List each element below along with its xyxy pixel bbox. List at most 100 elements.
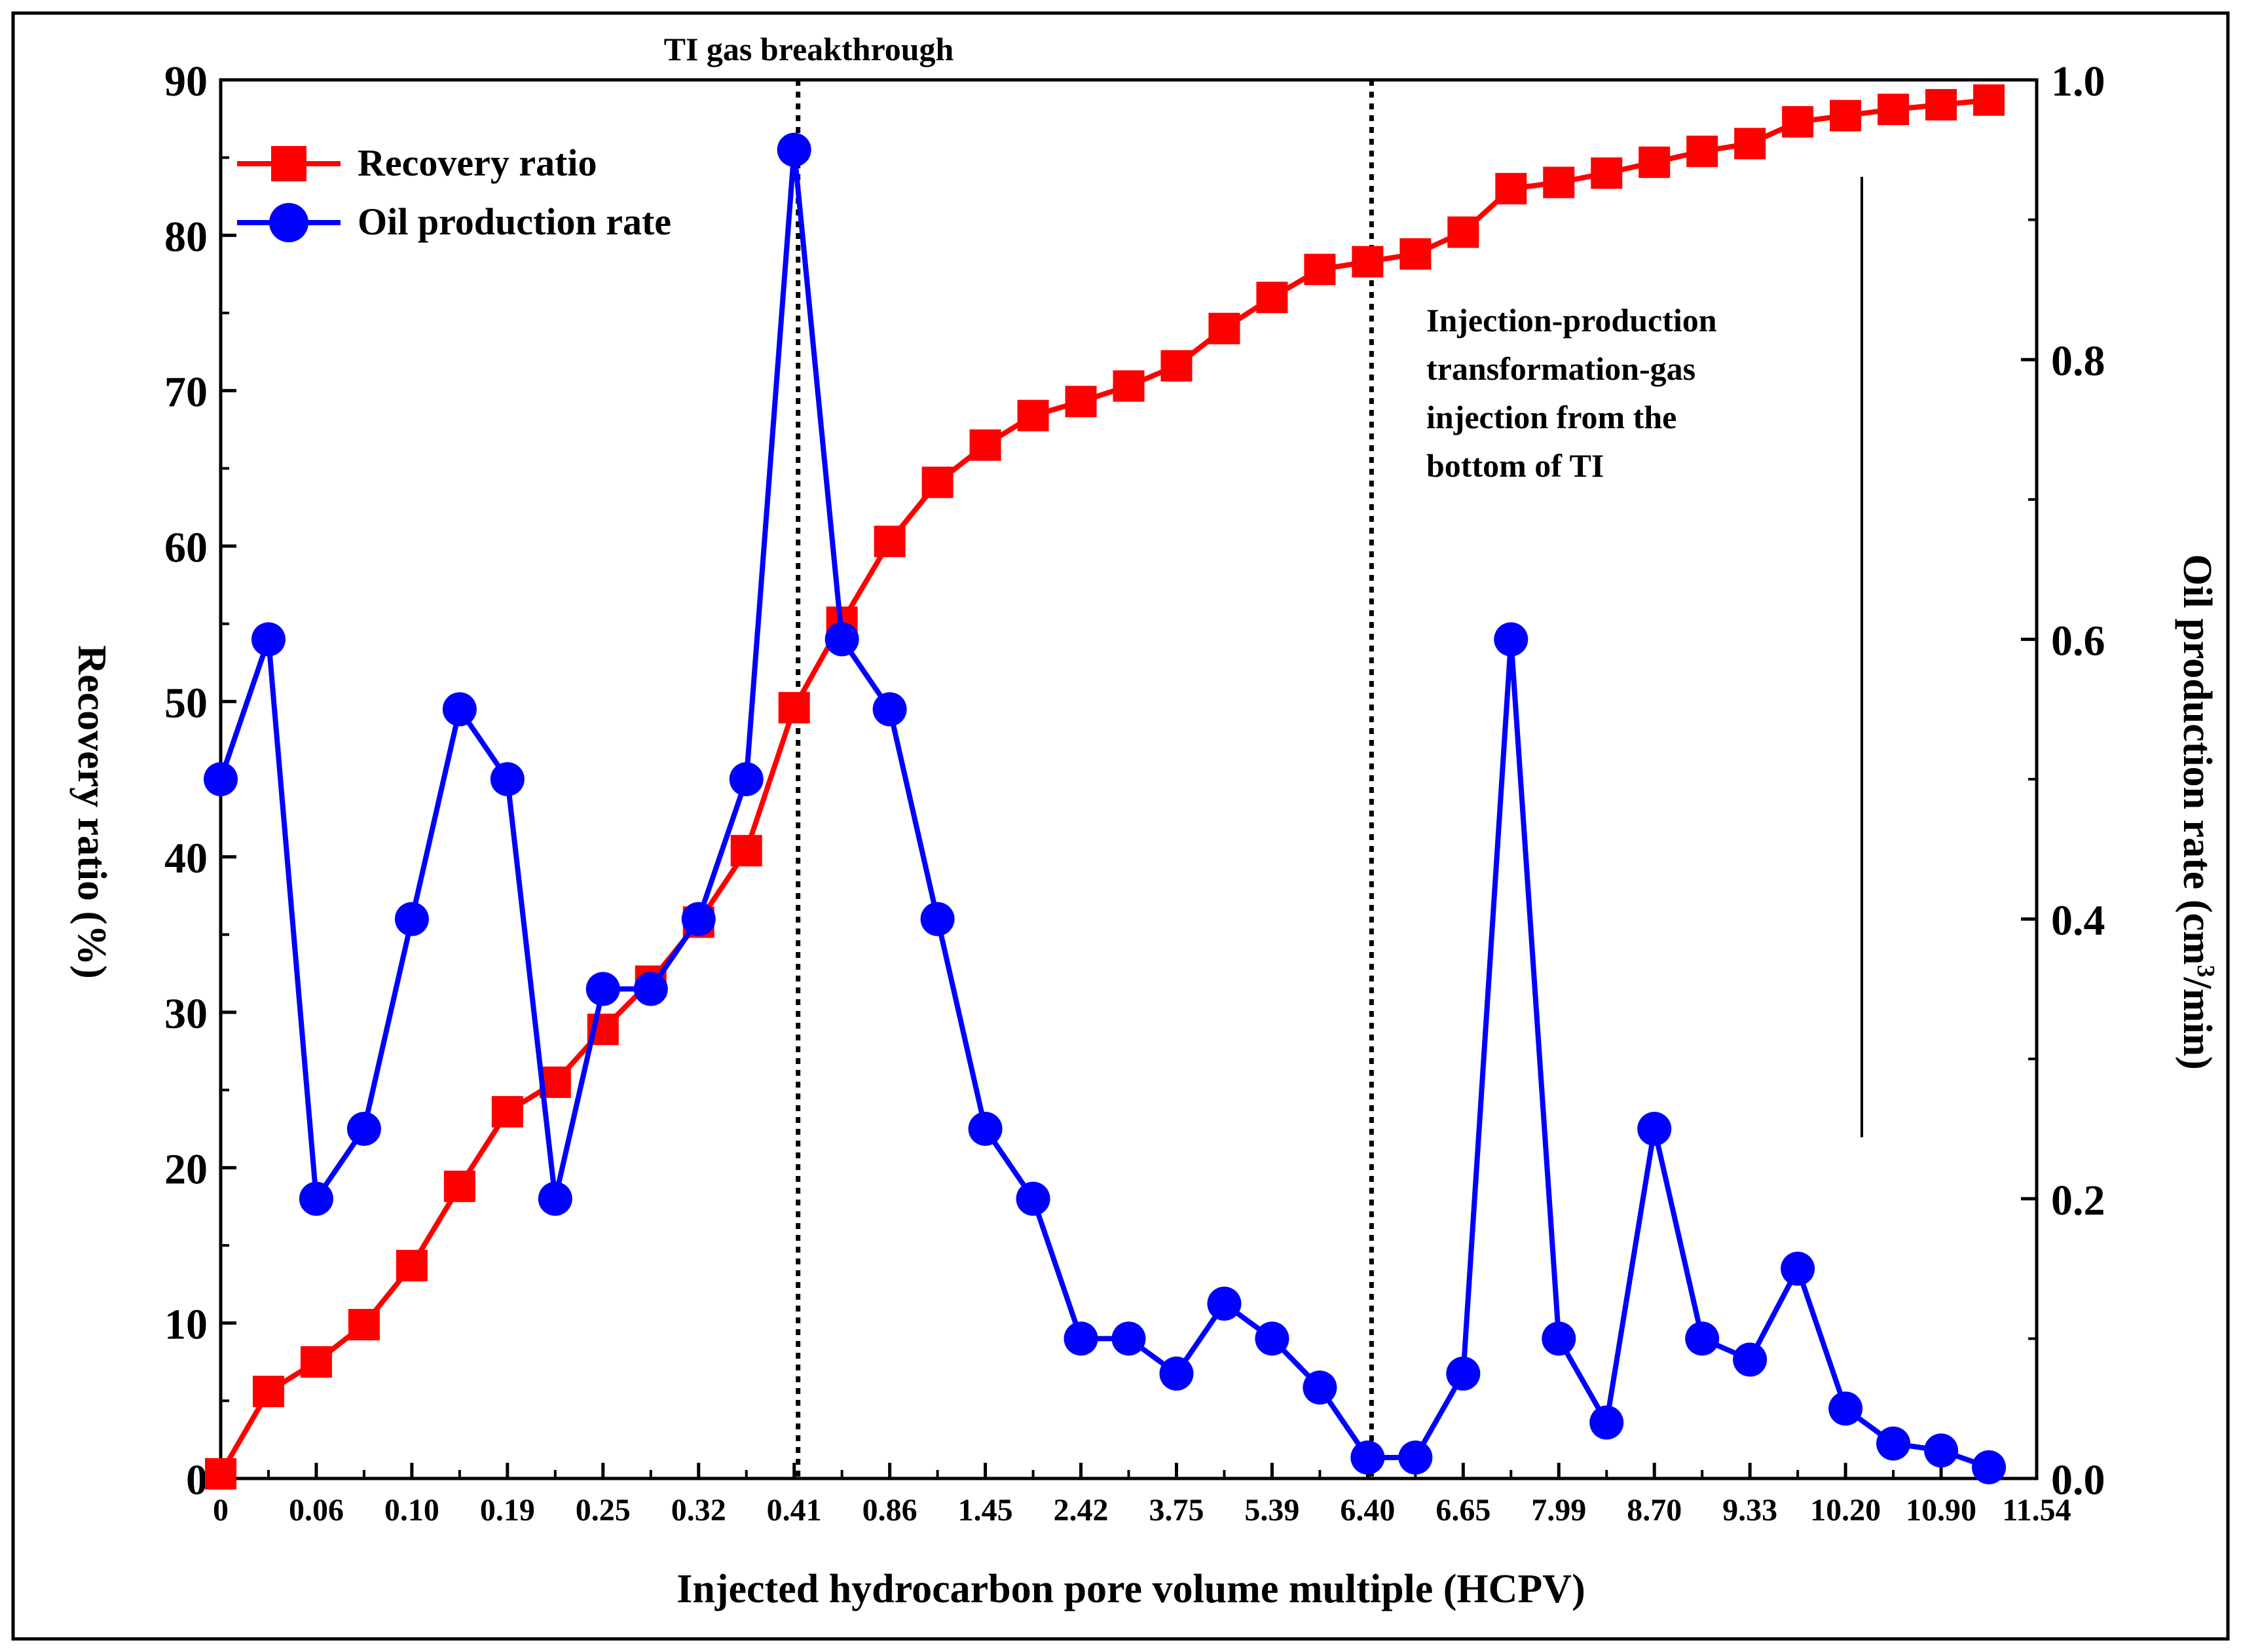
series-blue-point (442, 692, 477, 727)
x-tick-label: 1.45 (958, 1493, 1013, 1528)
y-left-tick-label: 10 (164, 1301, 208, 1349)
series-blue-point (681, 902, 716, 936)
x-tick-label: 0.32 (671, 1493, 726, 1528)
series-blue-point (1494, 622, 1528, 657)
y-left-tick-label: 0 (186, 1456, 208, 1504)
legend-label-oil-production-rate: Oil production rate (358, 200, 671, 243)
series-red-point (874, 525, 906, 557)
y-left-tick-label: 20 (164, 1145, 208, 1193)
x-tick-label: 0.41 (767, 1493, 822, 1528)
y-axis-left-title: Recovery ratio (%) (69, 645, 114, 979)
y-left-tick-label: 40 (164, 835, 208, 883)
x-tick-label: 6.40 (1340, 1493, 1395, 1528)
x-tick-label: 8.70 (1627, 1493, 1682, 1528)
series-blue-line (218, 147, 1990, 1470)
series-blue-point (1446, 1356, 1481, 1391)
series-blue-point (1924, 1433, 1959, 1468)
x-tick-label: 11.54 (2002, 1493, 2071, 1528)
series-red-point (1973, 84, 2005, 116)
series-blue-point (1733, 1342, 1768, 1377)
series-blue-point (1589, 1405, 1624, 1440)
x-tick-label: 0.06 (289, 1493, 344, 1528)
x-tick-label: 0.19 (480, 1493, 535, 1528)
series-blue-point (346, 1112, 381, 1146)
series-blue-point (777, 132, 811, 167)
series-blue-point (1828, 1391, 1863, 1426)
series-blue-point (394, 902, 429, 936)
x-tick-label: 0.25 (576, 1493, 631, 1528)
series-red-point (921, 466, 954, 498)
y-right-title-sup: 3 (2192, 965, 2219, 978)
series-blue-point (1637, 1112, 1672, 1146)
x-tick-label: 0.10 (384, 1493, 439, 1528)
series-blue-point (1207, 1287, 1242, 1321)
y-right-tick-label: 1.0 (2051, 58, 2105, 105)
x-axis-title: Injected hydrocarbon pore volume multipl… (676, 1567, 1585, 1611)
x-tick-label: 3.75 (1149, 1493, 1204, 1528)
y-right-tick-label: 0.4 (2051, 897, 2105, 945)
series-red-point (300, 1346, 332, 1378)
legend-marker-recovery-ratio (271, 146, 306, 181)
y-left-tick-label: 70 (164, 369, 208, 416)
outer-frame (11, 11, 2230, 1641)
series-red-point (1734, 128, 1766, 160)
series-blue-point (585, 972, 620, 1006)
x-tick-label: 9.33 (1722, 1493, 1777, 1528)
series-red-point (348, 1309, 380, 1341)
y-right-tick-label: 0.2 (2051, 1177, 2105, 1224)
series-blue-point (538, 1181, 572, 1216)
legend-marker-oil-production-rate (269, 203, 308, 242)
y-axis-right-title: Oil production rate (cm3/min) (2175, 554, 2219, 1070)
series-blue-point (1016, 1181, 1050, 1216)
series-blue-point (633, 972, 668, 1006)
series-blue-point (1303, 1370, 1337, 1405)
legend: Recovery ratio Oil production rate (237, 141, 671, 243)
x-tick-label: 6.65 (1435, 1493, 1491, 1528)
annotation-lines (796, 80, 1374, 1478)
series-red-point (1782, 106, 1814, 138)
y-right-title-suffix: /min) (2175, 977, 2219, 1070)
series-blue-point (204, 762, 238, 796)
series-blue-point (1255, 1321, 1289, 1356)
series-blue-point (490, 762, 525, 796)
series-red-point (1352, 246, 1384, 278)
axes: 0 10 20 30 40 50 60 70 80 90 0.0 0.2 0.4 0.6 0.8 1.0 0 0.… (164, 58, 2105, 1528)
series-red-point (969, 429, 1001, 461)
x-tick-label: 10.90 (1906, 1493, 1976, 1528)
series-blue-point (251, 622, 286, 657)
series-red-point (1830, 100, 1862, 132)
legend-label-recovery-ratio: Recovery ratio (358, 141, 597, 184)
y-right-title-prefix: Oil production rate (cm (2175, 554, 2219, 964)
series-red-point (1017, 399, 1049, 431)
series-red-point (1639, 146, 1671, 178)
series-blue-point (1972, 1450, 2007, 1484)
series-red-point (1495, 173, 1527, 205)
annotation-ti-gas-breakthrough: TI gas breakthrough (664, 31, 954, 67)
series-red-point (730, 835, 762, 867)
y-left-tick-label: 90 (164, 58, 208, 105)
series-blue-point (1350, 1440, 1385, 1475)
series-blue-point (824, 622, 859, 657)
x-tick-label: 10.20 (1810, 1493, 1881, 1528)
series-blue-point (729, 762, 764, 796)
series-blue-point (920, 902, 955, 936)
y-left-tick-label: 80 (164, 213, 208, 261)
series-red-point (205, 1458, 236, 1490)
series-oil-production-rate (204, 132, 2007, 1484)
series-red-point (1256, 282, 1288, 314)
series-red-point (1160, 350, 1193, 382)
series-blue-point (1685, 1321, 1720, 1356)
x-tick-label: 2.42 (1054, 1493, 1109, 1528)
series-red-point (1878, 94, 1910, 126)
x-tick-label: 7.99 (1531, 1493, 1586, 1528)
series-blue-point (299, 1181, 333, 1216)
series-red-point (1304, 253, 1336, 285)
y-right-tick-label: 0.0 (2051, 1456, 2105, 1504)
annotation-line-3: injection from the (1426, 399, 1676, 435)
series-red-point (1113, 370, 1145, 402)
annotation-line-1: Injection-production (1426, 302, 1717, 339)
series-red-point (778, 691, 810, 724)
series-blue-point (1064, 1321, 1098, 1356)
annotation-line-2: transformation-gas (1426, 350, 1695, 387)
